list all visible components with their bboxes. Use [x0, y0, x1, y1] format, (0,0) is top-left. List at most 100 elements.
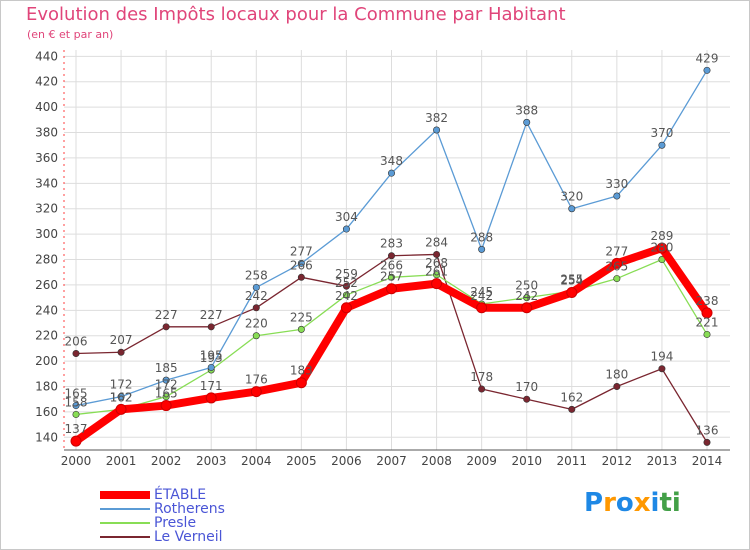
- data-label-rotherens: 195: [200, 348, 223, 362]
- data-point-le-verneil: [72, 349, 80, 357]
- data-point-table: [476, 302, 488, 314]
- logo-letter: o: [615, 488, 634, 518]
- data-label-presle: 172: [155, 378, 178, 392]
- data-point-le-verneil: [387, 252, 395, 260]
- data-point-presle: [613, 275, 621, 283]
- data-point-rotherens: [568, 205, 576, 213]
- x-tick-label: 2004: [241, 454, 272, 468]
- data-label-rotherens: 258: [245, 268, 268, 282]
- legend-item-le-verneil: Le Verneil: [100, 530, 225, 544]
- logo-letter: r: [603, 488, 616, 518]
- data-label-table: 171: [200, 379, 223, 393]
- y-tick-label: 260: [35, 278, 58, 292]
- data-label-le-verneil: 207: [110, 333, 133, 347]
- y-tick-label: 160: [35, 405, 58, 419]
- data-point-rotherens: [207, 363, 215, 371]
- data-point-presle: [252, 332, 260, 340]
- data-label-presle: 268: [425, 256, 448, 270]
- data-label-rotherens: 370: [650, 126, 673, 140]
- data-label-le-verneil: 227: [200, 308, 223, 322]
- y-tick-label: 340: [35, 176, 58, 190]
- data-label-table: 137: [65, 422, 88, 436]
- data-point-presle: [72, 410, 80, 418]
- x-tick-label: 2001: [106, 454, 137, 468]
- data-label-le-verneil: 178: [470, 370, 493, 384]
- data-label-presle: 221: [696, 315, 719, 329]
- data-point-rotherens: [342, 225, 350, 233]
- y-tick-label: 360: [35, 151, 58, 165]
- data-point-presle: [433, 271, 441, 279]
- x-tick-label: 2012: [602, 454, 633, 468]
- data-point-le-verneil: [162, 323, 170, 331]
- legend-label: Presle: [154, 515, 197, 531]
- x-tick-label: 2008: [421, 454, 452, 468]
- proxiti-logo: Proxiti: [584, 488, 681, 518]
- data-point-table: [340, 302, 352, 314]
- data-point-rotherens: [613, 192, 621, 200]
- data-point-presle: [387, 273, 395, 281]
- data-point-table: [115, 403, 127, 415]
- chart-subtitle: (en € et par an): [27, 28, 114, 41]
- data-label-rotherens: 348: [380, 154, 403, 168]
- x-tick-label: 2003: [196, 454, 227, 468]
- data-point-presle: [297, 325, 305, 333]
- x-tick-label: 2014: [692, 454, 723, 468]
- x-tick-label: 2009: [466, 454, 497, 468]
- data-point-rotherens: [387, 169, 395, 177]
- x-tick-label: 2000: [61, 454, 92, 468]
- data-point-le-verneil: [703, 438, 711, 446]
- logo-letter: x: [633, 488, 651, 518]
- legend-item-presle: Presle: [100, 516, 225, 530]
- data-label-table: 289: [650, 229, 673, 243]
- data-point-table: [205, 392, 217, 404]
- data-point-presle: [162, 393, 170, 401]
- data-label-table: 238: [696, 294, 719, 308]
- legend-item-rotherens: Rotherens: [100, 502, 225, 516]
- data-point-rotherens: [658, 141, 666, 149]
- data-point-table: [701, 307, 713, 319]
- x-tick-label: 2005: [286, 454, 317, 468]
- data-point-table: [611, 257, 623, 269]
- data-point-rotherens: [72, 402, 80, 410]
- data-point-le-verneil: [523, 395, 531, 403]
- data-point-le-verneil: [297, 273, 305, 281]
- data-label-presle: 225: [290, 310, 313, 324]
- data-label-table: 277: [605, 244, 628, 258]
- y-tick-label: 280: [35, 253, 58, 267]
- x-tick-label: 2006: [331, 454, 362, 468]
- data-label-le-verneil: 266: [290, 258, 313, 272]
- data-label-presle: 250: [515, 279, 538, 293]
- x-tick-label: 2011: [557, 454, 588, 468]
- x-tick-label: 2010: [511, 454, 542, 468]
- data-label-presle: 193: [200, 351, 223, 365]
- data-label-table: 257: [380, 270, 403, 284]
- legend-item-etable: ÉTABLE: [100, 488, 225, 502]
- data-label-le-verneil: 259: [335, 267, 358, 281]
- data-point-presle: [342, 291, 350, 299]
- chart-title: Evolution des Impôts locaux pour la Comm…: [26, 4, 566, 25]
- y-tick-label: 140: [35, 430, 58, 444]
- data-label-le-verneil: 194: [650, 350, 673, 364]
- data-point-rotherens: [297, 259, 305, 267]
- data-label-rotherens: 288: [470, 230, 493, 244]
- data-label-table: 242: [335, 289, 358, 303]
- data-point-rotherens: [523, 118, 531, 126]
- data-label-presle: 220: [245, 317, 268, 331]
- data-point-presle: [703, 330, 711, 338]
- data-label-presle: 245: [470, 285, 493, 299]
- y-tick-label: 220: [35, 329, 58, 343]
- y-tick-label: 400: [35, 100, 58, 114]
- legend-label: Le Verneil: [154, 529, 223, 545]
- x-tick-label: 2013: [647, 454, 678, 468]
- data-point-le-verneil: [252, 304, 260, 312]
- data-point-table: [656, 242, 668, 254]
- data-point-table: [70, 435, 82, 447]
- data-label-table: 183: [290, 364, 313, 378]
- data-label-le-verneil: 162: [560, 390, 583, 404]
- data-label-rotherens: 429: [696, 51, 719, 65]
- data-label-presle: 266: [380, 258, 403, 272]
- data-point-le-verneil: [568, 405, 576, 413]
- data-label-presle: 255: [560, 272, 583, 286]
- data-label-rotherens: 165: [65, 387, 88, 401]
- legend: ÉTABLE Rotherens Presle Le Verneil: [100, 488, 225, 544]
